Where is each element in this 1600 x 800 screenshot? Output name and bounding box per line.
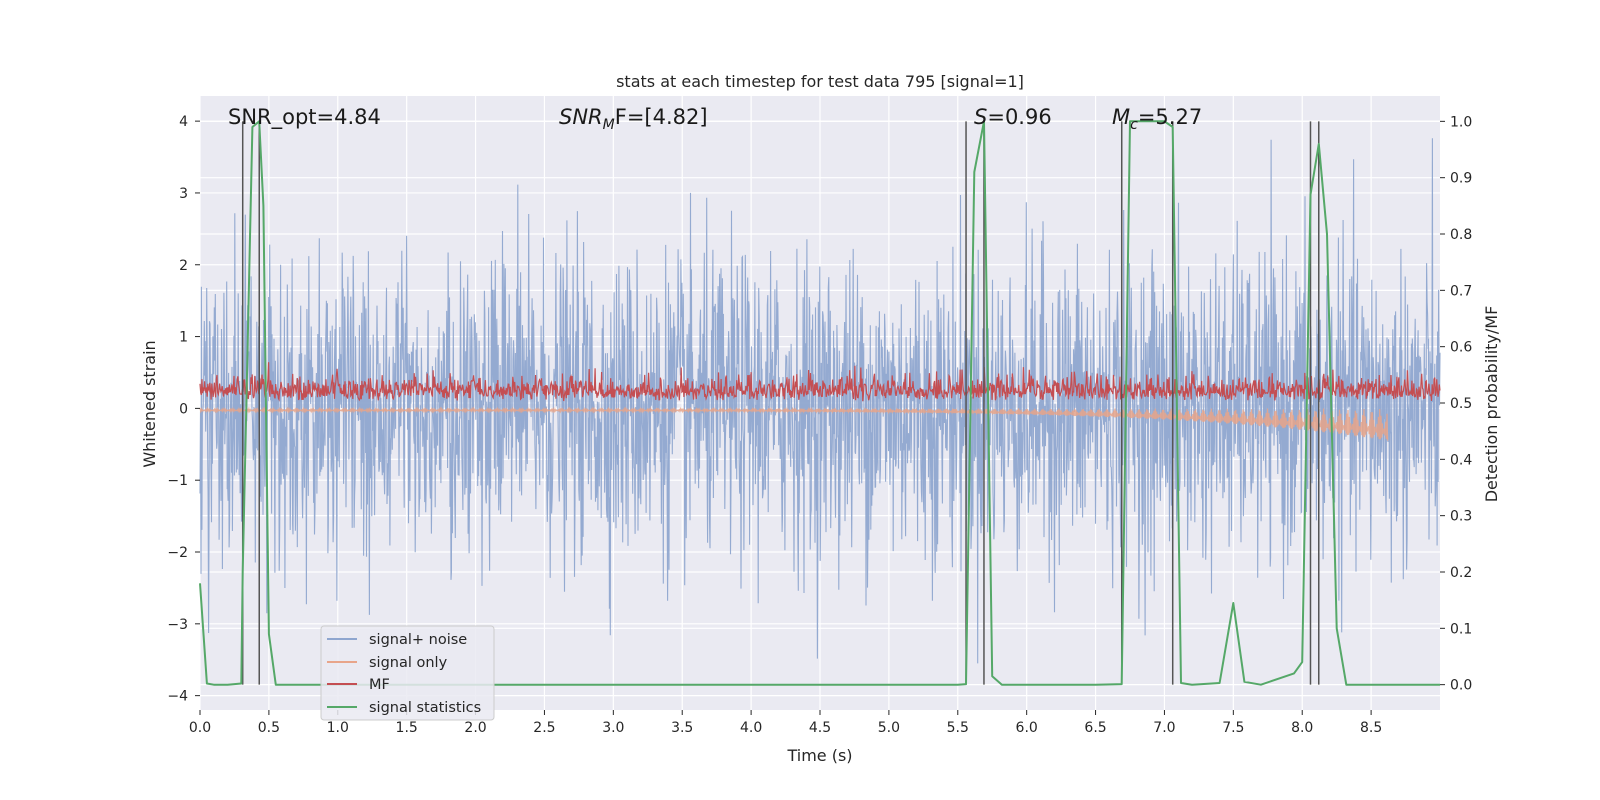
legend-frame (320, 625, 495, 721)
series-signal-statistics-line (199, 120, 1440, 686)
series-signal-noise-line (199, 138, 1441, 664)
y-right-tick-label-7: 0.7 (1450, 283, 1472, 299)
annotation-mc: Mc=5.27 (1112, 105, 1202, 133)
annotation-s-main: S (974, 105, 987, 129)
y-axis-label-left: Whitened strain (140, 340, 159, 467)
y-tick-label-2: −2 (167, 545, 188, 561)
legend-label-signal-noise: signal+ noise (369, 632, 467, 648)
annotation-snr-mf: SNRMF=[4.82] (559, 105, 708, 133)
y-tick-label-3: −1 (167, 473, 188, 489)
x-tick-label-17: 8.5 (1360, 720, 1382, 736)
x-tick-label-13: 6.5 (1084, 720, 1106, 736)
series-signal-only-line (199, 406, 1389, 441)
x-tick-label-0: 0.0 (189, 720, 211, 736)
legend: signal+ noise signal only MF signal stat… (320, 625, 495, 721)
chart-title: stats at each timestep for test data 795… (616, 72, 1024, 91)
y-right-tick-label-3: 0.3 (1450, 509, 1472, 525)
annotation-s: S=0.96 (974, 105, 1052, 129)
x-tick-label-11: 5.5 (947, 720, 969, 736)
annotation-snr-mf-sub: M (603, 117, 615, 133)
annotation-snr-mf-rest: F=[4.82] (615, 105, 708, 129)
y-right-tick-label-4: 0.4 (1450, 452, 1472, 468)
y-tick-label-6: 2 (179, 258, 188, 274)
x-axis: 0.0 0.5 1.0 1.5 2.0 2.5 3.0 3.5 4.0 4.5 5.0 5.5 6.0 6… (189, 710, 1382, 736)
y-right-tick-label-5: 0.5 (1450, 396, 1472, 412)
annotation-s-rest: =0.96 (987, 105, 1051, 129)
x-tick-label-9: 4.5 (809, 720, 831, 736)
y-axis-right: 0.0 0.1 0.2 0.3 0.4 0.5 0.6 0.7 0.8 0.9 1.0 (1440, 114, 1472, 694)
x-tick-label-10: 5.0 (878, 720, 900, 736)
x-tick-label-5: 2.5 (533, 720, 555, 736)
x-tick-label-2: 1.0 (327, 720, 349, 736)
x-tick-label-1: 0.5 (258, 720, 280, 736)
legend-label-signal-statistics: signal statistics (369, 700, 481, 716)
x-tick-label-14: 7.0 (1153, 720, 1175, 736)
y-tick-label-8: 4 (179, 114, 188, 130)
x-tick-label-16: 8.0 (1291, 720, 1313, 736)
y-right-tick-label-8: 0.8 (1450, 227, 1472, 243)
x-tick-label-4: 2.0 (464, 720, 486, 736)
x-tick-label-6: 3.0 (602, 720, 624, 736)
y-axis-label-right: Detection probability/MF (1482, 306, 1501, 503)
legend-label-mf: MF (369, 677, 390, 693)
y-right-tick-label-9: 0.9 (1450, 171, 1472, 187)
series-signal-only (199, 406, 1389, 441)
x-tick-label-7: 3.5 (671, 720, 693, 736)
annotation-mc-rest: =5.27 (1138, 105, 1202, 129)
y-right-tick-label-10: 1.0 (1450, 114, 1472, 130)
series-mf (199, 362, 1441, 402)
annotation-snr-mf-main: SNR (559, 105, 603, 129)
legend-label-signal-only: signal only (369, 655, 448, 671)
y-tick-label-5: 1 (179, 330, 188, 346)
annotation-mc-sub: c (1130, 117, 1138, 133)
x-axis-label: Time (s) (786, 746, 852, 765)
y-right-tick-label-6: 0.6 (1450, 340, 1472, 356)
x-tick-label-3: 1.5 (396, 720, 418, 736)
y-right-tick-label-2: 0.2 (1450, 565, 1472, 581)
y-tick-label-0: −4 (167, 689, 188, 705)
y-axis-left: −4 −3 −2 −1 0 1 2 3 4 (167, 114, 200, 705)
y-tick-label-1: −3 (167, 617, 188, 633)
y-right-tick-label-1: 0.1 (1450, 621, 1472, 637)
y-tick-label-7: 3 (179, 186, 188, 202)
series-signal-noise (199, 138, 1441, 664)
y-tick-label-4: 0 (179, 401, 188, 417)
annotation-snr-opt: SNR_opt=4.84 (228, 105, 381, 130)
y-right-tick-label-0: 0.0 (1450, 678, 1472, 694)
series-signal-statistics (199, 120, 1440, 686)
x-tick-label-15: 7.5 (1222, 720, 1244, 736)
series-mf-line (199, 362, 1441, 402)
annotation-mc-main: M (1112, 105, 1130, 129)
x-tick-label-12: 6.0 (1016, 720, 1038, 736)
x-tick-label-8: 4.0 (740, 720, 762, 736)
